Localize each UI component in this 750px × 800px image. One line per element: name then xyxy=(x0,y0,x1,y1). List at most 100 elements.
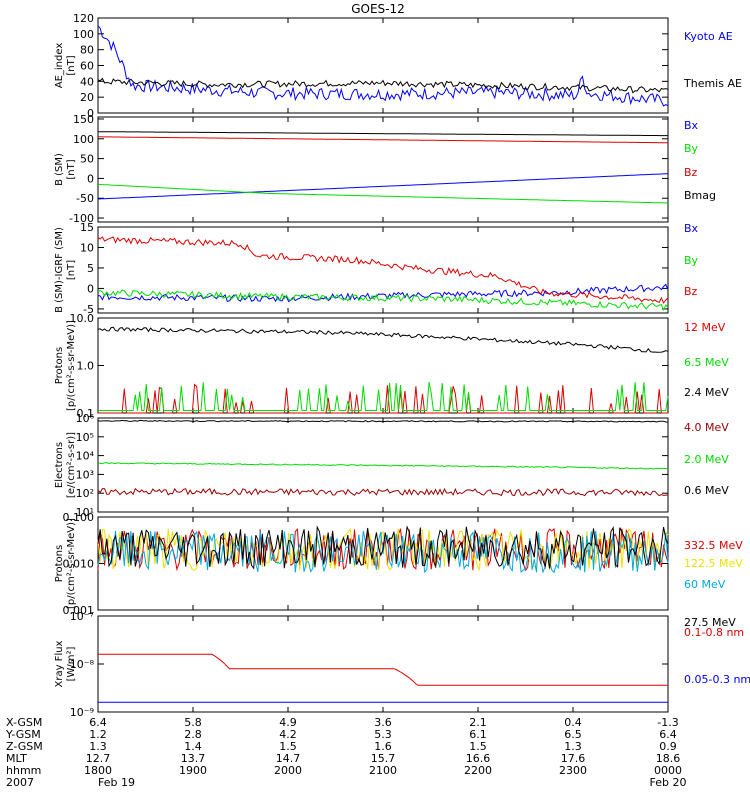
ephemeris-cell: Feb 19 xyxy=(98,776,135,789)
ytick-label: 100 xyxy=(73,133,94,146)
ytick-label: 10³ xyxy=(76,468,94,481)
series-line-60-MeV xyxy=(97,530,669,574)
series-line-Bz xyxy=(97,236,669,304)
ephemeris-cell: 0.4 xyxy=(564,716,582,729)
ytick-label: 10⁶ xyxy=(76,412,95,425)
ephemeris-cell: 2200 xyxy=(464,764,492,777)
ytick-label: 0.100 xyxy=(63,511,95,524)
panel-protons_high: 0.100 0.010 0.001 Protons [p/(cm²-s-sr-MeV)]… xyxy=(54,511,743,629)
ephemeris-cell: 15.7 xyxy=(371,752,396,765)
legend-entry: 0.6 MeV xyxy=(684,484,729,497)
ytick-label: 0.001 xyxy=(63,604,95,617)
ephemeris-cell: 18.6 xyxy=(656,752,681,765)
y-axis-label: [nT] xyxy=(66,260,77,280)
ytick-label: 1.0 xyxy=(77,360,95,373)
ytick-label: 0 xyxy=(87,282,94,295)
legend-entry: Themis AE xyxy=(683,77,742,90)
ephemeris-cell: 1.6 xyxy=(374,740,392,753)
panel-frame xyxy=(97,317,669,414)
y-axis-label: B (SM)-IGRF (SM) xyxy=(54,227,65,313)
ephemeris-cell: 12.7 xyxy=(86,752,111,765)
ephemeris-row-label: Z-GSM xyxy=(6,740,43,753)
legend-entry: Bz xyxy=(684,166,698,179)
ephemeris-cell: 2300 xyxy=(559,764,587,777)
series-line-Bx xyxy=(97,283,669,303)
ytick-label: 10⁻⁸ xyxy=(70,658,95,671)
ephemeris-cell: 1.3 xyxy=(564,740,582,753)
ytick-label: 0.010 xyxy=(63,558,95,571)
legend-entry: 0.1-0.8 nm xyxy=(684,626,744,639)
y-axis-label: [nT] xyxy=(66,55,77,75)
legend-entry: 60 MeV xyxy=(684,578,726,591)
panel-db: 15 10 5 0 -5 B (SM)-IGRF (SM) [nT] Bx By Bz xyxy=(54,221,699,316)
ephemeris-cell: 17.6 xyxy=(561,752,586,765)
ephemeris-cell: 2.8 xyxy=(184,728,202,741)
y-axis-label: [p/(cm²-s-sr-MeV)] xyxy=(66,518,77,609)
ytick-label: 60 xyxy=(80,60,94,73)
legend-entry: 27.5 MeV xyxy=(684,616,736,629)
y-axis-label: AE_index xyxy=(54,43,65,89)
ytick-label: 80 xyxy=(80,44,94,57)
ephemeris-cell: 2100 xyxy=(369,764,397,777)
ephemeris-cell: 16.6 xyxy=(466,752,491,765)
ephemeris-cell: -1.3 xyxy=(657,716,678,729)
ephemeris-cell: 1.4 xyxy=(184,740,202,753)
y-axis-label: Electrons xyxy=(54,442,65,488)
ephemeris-cell: 6.4 xyxy=(89,716,107,729)
ytick-label: -100 xyxy=(69,212,94,225)
ytick-label: 0 xyxy=(87,107,94,120)
series-line-2-0-MeV xyxy=(97,462,669,470)
series-line-12-MeV xyxy=(98,383,668,414)
y-axis-label: [nT] xyxy=(66,159,77,179)
legend-entry: 0.05-0.3 nm xyxy=(684,673,750,686)
panel-frame xyxy=(97,615,669,713)
y-axis-label: B (SM) xyxy=(54,153,65,186)
legend-entry: By xyxy=(684,142,699,155)
ephemeris-row-label: hhmm xyxy=(6,764,41,777)
ephemeris-cell: 1.5 xyxy=(469,740,487,753)
ephemeris-cell: 1900 xyxy=(179,764,207,777)
series-line-Kyoto-AE xyxy=(97,25,669,107)
y-axis-label: [W/m²] xyxy=(66,646,77,681)
ephemeris-cell: 1.5 xyxy=(279,740,297,753)
series-line-0-6-MeV xyxy=(97,419,669,423)
ephemeris-cell: 14.7 xyxy=(276,752,301,765)
ytick-label: 10.0 xyxy=(70,312,95,325)
ytick-label: 10¹ xyxy=(76,506,94,519)
ytick-label: 15 xyxy=(80,221,94,234)
series-line-Themis-AE xyxy=(97,77,669,94)
legend-entry: 12 MeV xyxy=(684,321,726,334)
ephemeris-cell: 3.6 xyxy=(374,716,392,729)
ephemeris-cell: 4.2 xyxy=(279,728,297,741)
ytick-label: 10⁻⁹ xyxy=(70,706,94,719)
series-line-332-5-MeV xyxy=(97,527,669,572)
legend-entry: Bx xyxy=(684,222,699,235)
panel-electrons: 10⁶ 10⁵ 10⁴ 10³ 10² 10¹ Electrons [e/(cm²-s-sr)… xyxy=(54,412,729,519)
ephemeris-table: X-GSM 6.4 5.8 4.9 3.6 2.1 0.4 -1.3 Y-GSM 1.2 2.8 4.… xyxy=(5,716,686,789)
legend-entry: 332.5 MeV xyxy=(684,539,743,552)
series-line-122-5-MeV xyxy=(97,527,669,572)
ytick-label: -5 xyxy=(83,303,94,316)
y-axis-label: Xray Flux xyxy=(54,640,65,687)
ytick-label: 120 xyxy=(73,12,94,25)
ephemeris-cell: 0000 xyxy=(654,764,682,777)
ytick-label: 10⁴ xyxy=(76,450,95,463)
ephemeris-cell: 1.3 xyxy=(89,740,107,753)
ytick-label: 10⁵ xyxy=(76,431,94,444)
ephemeris-cell: 1800 xyxy=(84,764,112,777)
legend-entry: 6.5 MeV xyxy=(684,356,729,369)
series-line-6-5-MeV xyxy=(98,381,669,411)
y-axis-label: Protons xyxy=(54,347,65,384)
ytick-label: -50 xyxy=(76,192,94,205)
ephemeris-cell: 1.2 xyxy=(89,728,107,741)
y-axis-label: Protons xyxy=(54,545,65,582)
ytick-label: 10 xyxy=(80,241,94,254)
legend-entry: 122.5 MeV xyxy=(684,557,743,570)
series-line-Bx xyxy=(97,173,669,200)
legend-entry: 4.0 MeV xyxy=(684,421,729,434)
series-line-2-4-MeV xyxy=(97,326,669,353)
legend-entry: By xyxy=(684,254,699,267)
ytick-label: 100 xyxy=(73,28,94,41)
